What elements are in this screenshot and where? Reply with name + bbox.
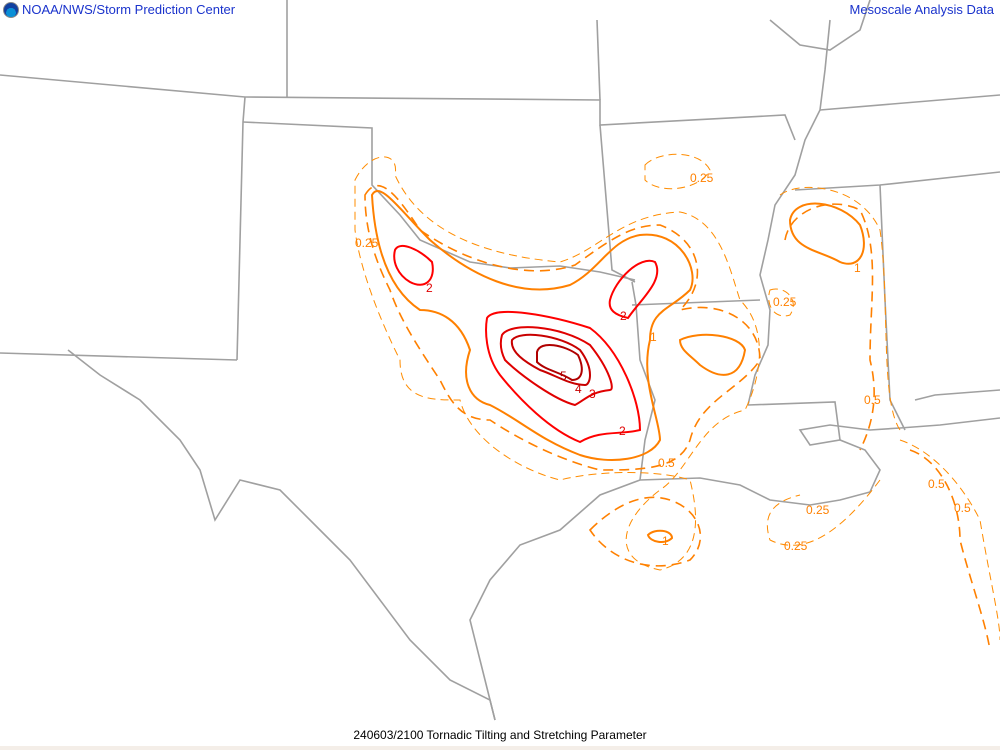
label-0.5: 0.5 xyxy=(954,501,971,515)
label-2: 2 xyxy=(620,309,627,323)
label-1: 1 xyxy=(662,534,669,548)
label-0.25: 0.25 xyxy=(355,236,379,250)
label-0.5: 0.5 xyxy=(658,456,675,470)
label-0.25: 0.25 xyxy=(690,171,714,185)
contour-3 xyxy=(499,326,613,407)
label-2: 2 xyxy=(426,281,433,295)
label-1: 1 xyxy=(854,261,861,275)
label-5: 5 xyxy=(560,369,567,383)
state-borders xyxy=(0,0,1000,721)
contours-0.5 xyxy=(364,184,991,651)
label-4: 4 xyxy=(575,382,582,396)
header-left-title: NOAA/NWS/Storm Prediction Center xyxy=(22,2,236,17)
contours-1 xyxy=(370,190,865,543)
contours-2 xyxy=(393,244,659,444)
contour-5 xyxy=(536,344,583,382)
label-0.5: 0.5 xyxy=(928,477,945,491)
map-caption: 240603/2100 Tornadic Tilting and Stretch… xyxy=(353,728,647,742)
label-0.25: 0.25 xyxy=(784,539,808,553)
contour-4 xyxy=(510,333,591,387)
label-0.25: 0.25 xyxy=(806,503,830,517)
label-0.5: 0.5 xyxy=(864,393,881,407)
label-2: 2 xyxy=(619,424,626,438)
label-3: 3 xyxy=(589,387,596,401)
contours-0.25 xyxy=(354,153,1000,641)
bottom-border xyxy=(0,746,1000,750)
label-0.25: 0.25 xyxy=(773,295,797,309)
label-1: 1 xyxy=(650,330,657,344)
noaa-logo-icon xyxy=(3,2,19,18)
contour-labels: 0.25 0.25 0.25 0.25 0.25 0.5 0.5 0.5 0.5… xyxy=(355,171,971,553)
header-right-title: Mesoscale Analysis Data xyxy=(849,2,994,17)
